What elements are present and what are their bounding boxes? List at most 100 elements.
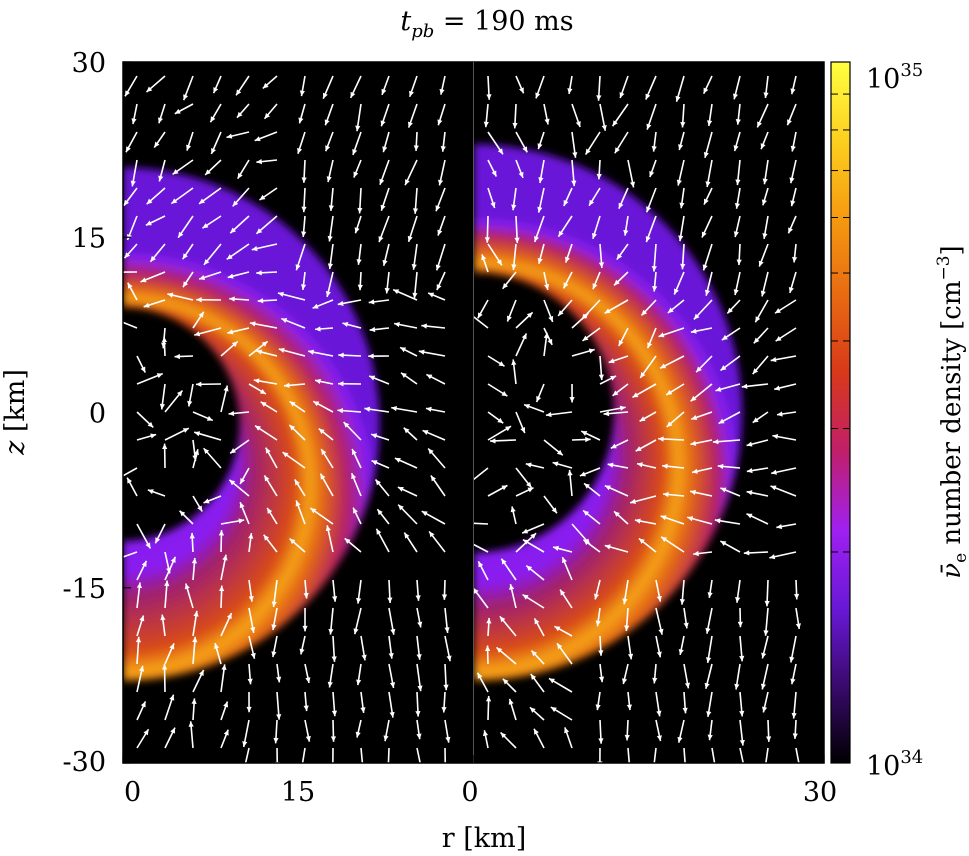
velocity-arrowhead: [436, 284, 442, 291]
velocity-arrowhead: [271, 624, 277, 631]
velocity-arrowhead: [327, 235, 333, 242]
velocity-arrowhead: [588, 348, 595, 354]
velocity-arrowhead: [248, 533, 254, 539]
velocity-arrowhead: [405, 179, 410, 186]
velocity-arrowhead: [123, 199, 130, 206]
velocity-arrowhead: [564, 727, 570, 734]
velocity-arrowhead: [693, 313, 700, 320]
velocity-arrowhead: [608, 358, 615, 364]
velocity-arrowhead: [188, 721, 194, 727]
velocity-arrows-left: [116, 75, 452, 774]
velocity-arrowhead: [618, 339, 624, 346]
velocity-arrowhead: [622, 598, 628, 605]
velocity-arrowhead: [658, 628, 664, 635]
velocity-arrowhead: [596, 95, 602, 101]
velocity-arrowhead: [229, 479, 236, 486]
velocity-arrowhead: [400, 347, 407, 353]
velocity-arrow: [795, 747, 800, 763]
velocity-arrowhead: [429, 531, 435, 538]
velocity-arrowhead: [598, 650, 604, 656]
y-tick-label: 15: [72, 223, 106, 254]
velocity-arrowhead: [125, 146, 131, 153]
velocity-arrowhead: [593, 593, 600, 600]
velocity-arrowhead: [510, 506, 516, 513]
velocity-arrowhead: [332, 596, 338, 602]
x-tick-label: 0: [124, 777, 141, 808]
velocity-arrowhead: [505, 426, 512, 432]
velocity-arrowhead: [627, 764, 632, 770]
velocity-arrowhead: [703, 87, 709, 94]
velocity-arrowhead: [679, 599, 686, 605]
velocity-arrowhead: [534, 728, 539, 735]
velocity-arrowhead: [315, 326, 321, 332]
velocity-arrowhead: [612, 390, 619, 396]
velocity-arrowhead: [174, 108, 181, 114]
velocity-arrowhead: [624, 625, 630, 631]
velocity-arrowhead: [368, 353, 374, 359]
velocity-arrowhead: [219, 585, 225, 592]
velocity-arrowhead: [592, 283, 598, 290]
velocity-arrowhead: [351, 473, 357, 480]
velocity-arrowhead: [412, 292, 418, 299]
velocity-arrowhead: [678, 235, 684, 242]
velocity-arrowhead: [607, 462, 614, 468]
velocity-arrowhead: [242, 768, 247, 774]
velocity-arrowhead: [776, 523, 783, 530]
velocity-arrowhead: [752, 368, 759, 375]
velocity-arrowhead: [330, 736, 337, 742]
velocity-arrowhead: [382, 146, 388, 153]
velocity-arrowhead: [409, 90, 414, 97]
velocity-arrow: [123, 467, 138, 477]
velocity-arrowhead: [482, 730, 489, 737]
velocity-arrowhead: [116, 319, 122, 324]
velocity-arrowhead: [194, 431, 201, 437]
velocity-arrowhead: [598, 676, 605, 683]
velocity-arrowhead: [764, 600, 770, 607]
velocity-arrowhead: [331, 656, 337, 662]
velocity-arrowhead: [271, 651, 277, 658]
velocity-arrowhead: [619, 92, 625, 99]
velocity-arrowhead: [198, 670, 204, 677]
velocity-arrowhead: [603, 411, 610, 417]
velocity-arrowhead: [446, 655, 452, 662]
velocity-arrowhead: [762, 233, 768, 239]
velocity-arrowhead: [614, 147, 620, 154]
velocity-arrowhead: [388, 652, 394, 659]
velocity-arrowhead: [318, 428, 325, 435]
velocity-arrowhead: [656, 651, 662, 658]
velocity-arrowhead: [704, 198, 709, 205]
velocity-arrowhead: [435, 264, 441, 271]
velocity-arrowhead: [662, 463, 668, 469]
velocity-arrowhead: [581, 431, 588, 436]
velocity-arrowhead: [788, 227, 793, 234]
x-axis-label: r [km]: [442, 823, 527, 854]
velocity-arrowhead: [581, 313, 588, 320]
velocity-arrowhead: [787, 119, 792, 126]
velocity-arrowhead: [242, 741, 248, 747]
velocity-arrowhead: [509, 584, 515, 590]
velocity-arrowhead: [579, 471, 586, 477]
velocity-arrowhead: [684, 682, 690, 689]
velocity-arrowhead: [218, 530, 225, 536]
velocity-arrowhead: [666, 389, 673, 395]
velocity-arrow: [739, 747, 745, 763]
velocity-arrowhead: [303, 705, 309, 712]
velocity-arrowhead: [623, 229, 629, 236]
velocity-arrowhead: [720, 487, 727, 493]
velocity-arrowhead: [337, 408, 344, 414]
velocity-arrowhead: [189, 532, 195, 539]
velocity-arrowhead: [676, 179, 682, 186]
velocity-arrowhead: [525, 462, 532, 468]
velocity-arrowhead: [706, 711, 712, 717]
velocity-arrowhead: [474, 588, 479, 595]
velocity-arrowhead: [249, 321, 256, 327]
velocity-arrowhead: [380, 204, 386, 211]
velocity-arrowhead: [691, 415, 698, 420]
velocity-arrowhead: [384, 287, 390, 294]
velocity-arrowhead: [265, 447, 271, 454]
velocity-arrowhead: [774, 385, 781, 391]
velocity-arrowhead: [155, 537, 161, 544]
velocity-arrowhead: [624, 734, 630, 741]
velocity-arrowhead: [707, 120, 713, 126]
velocity-arrowhead: [186, 144, 192, 151]
